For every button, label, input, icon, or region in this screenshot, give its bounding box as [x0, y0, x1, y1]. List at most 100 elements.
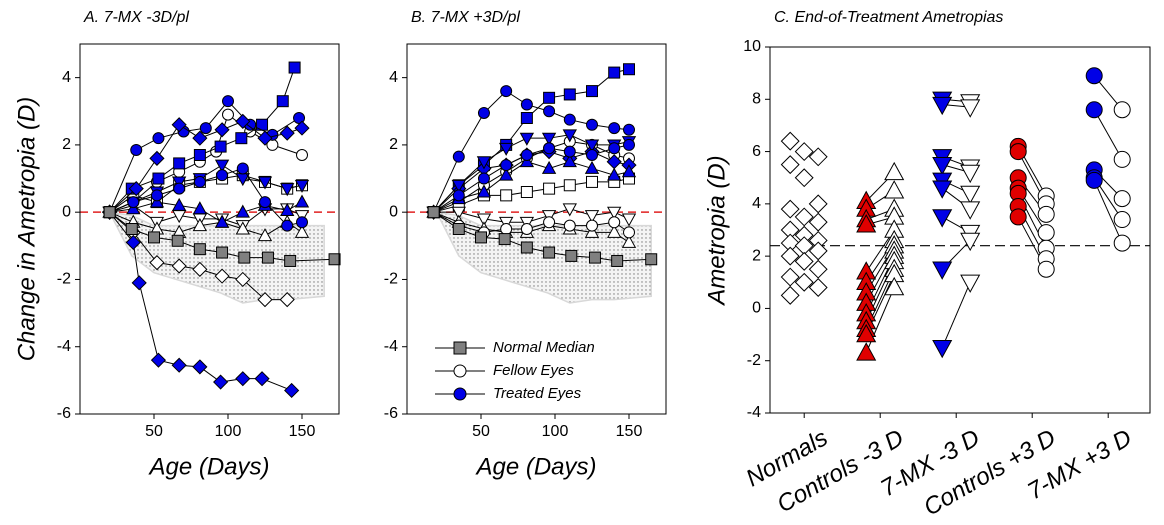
marker — [152, 172, 165, 185]
y-tick-label: 4 — [752, 195, 761, 212]
marker — [222, 108, 234, 121]
series-line — [433, 134, 630, 213]
marker — [794, 142, 814, 162]
marker — [150, 352, 167, 368]
marker — [1037, 205, 1055, 223]
marker — [254, 371, 270, 387]
marker — [238, 251, 251, 264]
marker — [427, 206, 440, 219]
y-axis-label: Change in Ametropia (D) — [13, 97, 40, 362]
marker — [193, 149, 206, 161]
marker — [284, 382, 300, 399]
marker — [543, 246, 556, 259]
marker — [645, 253, 658, 266]
marker — [543, 91, 556, 104]
marker — [586, 219, 598, 232]
x-tick-label: 100 — [215, 423, 242, 440]
marker — [171, 197, 187, 211]
series-line — [433, 211, 652, 262]
y-tick-label: 6 — [752, 143, 761, 160]
marker — [236, 162, 249, 175]
x-tick-label: 50 — [472, 423, 490, 440]
marker — [453, 341, 467, 355]
marker — [222, 95, 234, 108]
marker — [328, 253, 341, 266]
x-tick-label: 50 — [145, 423, 163, 440]
marker — [171, 258, 187, 274]
marker — [214, 214, 230, 228]
y-tick-label: -2 — [747, 352, 761, 369]
marker — [214, 140, 227, 153]
marker — [173, 157, 186, 170]
marker — [452, 189, 465, 202]
marker — [808, 147, 828, 167]
marker — [543, 216, 556, 229]
marker — [280, 183, 295, 197]
y-tick-label: -2 — [384, 271, 398, 288]
marker — [932, 261, 953, 280]
marker — [856, 323, 877, 343]
marker — [281, 219, 294, 232]
marker — [884, 276, 905, 296]
marker — [780, 155, 800, 175]
marker — [214, 268, 230, 284]
y-tick-label: -6 — [57, 405, 71, 422]
marker — [856, 342, 877, 361]
marker — [520, 186, 533, 198]
marker — [235, 371, 251, 387]
marker — [611, 254, 624, 267]
marker — [171, 234, 184, 247]
y-tick-label: 2 — [752, 247, 761, 264]
marker — [498, 233, 511, 246]
marker — [296, 216, 308, 229]
marker — [520, 241, 533, 254]
y-tick-label: 10 — [743, 38, 761, 55]
marker — [1037, 260, 1055, 278]
marker — [199, 122, 212, 135]
marker — [150, 189, 163, 202]
marker — [131, 275, 147, 291]
marker — [586, 175, 598, 188]
marker — [794, 272, 814, 292]
pair-line — [941, 282, 971, 348]
marker — [960, 164, 981, 184]
plot-frame — [406, 43, 667, 415]
legend-label: Fellow Eyes — [493, 362, 574, 379]
marker — [214, 122, 230, 138]
marker — [586, 118, 598, 131]
marker — [125, 234, 141, 251]
series-line — [433, 178, 630, 213]
marker — [960, 185, 981, 205]
plot-frame — [79, 43, 340, 415]
marker — [130, 143, 143, 156]
marker — [607, 167, 622, 181]
series-line — [109, 67, 296, 213]
marker — [451, 206, 466, 220]
marker — [288, 61, 301, 74]
series-line — [109, 120, 303, 213]
marker — [1113, 150, 1131, 168]
marker — [477, 172, 490, 185]
y-tick-label: 4 — [389, 69, 398, 86]
marker — [621, 213, 637, 227]
marker — [794, 251, 814, 271]
marker — [623, 63, 635, 76]
series-line — [433, 161, 630, 213]
marker — [1085, 171, 1103, 189]
marker — [584, 160, 600, 174]
marker — [451, 179, 466, 193]
marker — [519, 132, 535, 146]
marker — [960, 274, 981, 293]
marker — [562, 129, 577, 143]
marker — [257, 130, 273, 146]
marker — [780, 199, 800, 219]
marker — [192, 217, 208, 232]
marker — [780, 246, 800, 266]
series-line — [109, 211, 303, 237]
marker — [294, 120, 310, 136]
marker — [296, 149, 308, 161]
marker — [623, 123, 635, 136]
marker — [520, 98, 533, 111]
marker — [563, 219, 576, 232]
